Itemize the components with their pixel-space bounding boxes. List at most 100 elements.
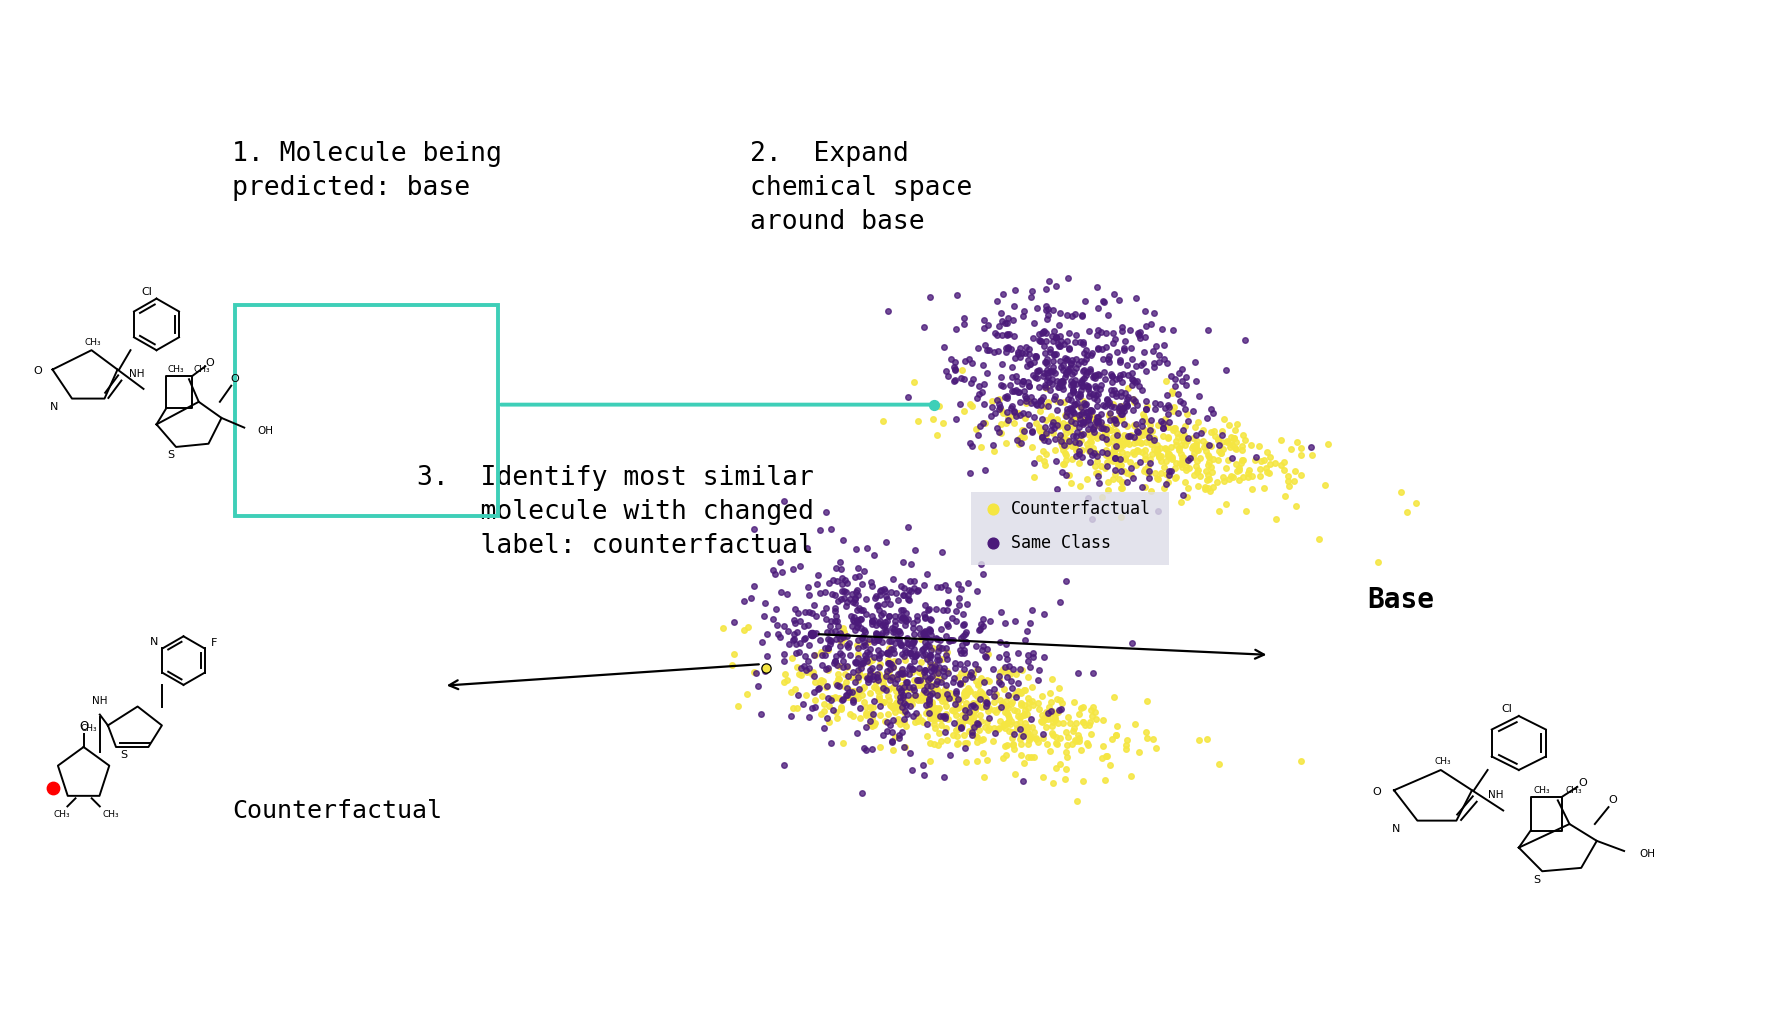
Point xyxy=(885,730,913,746)
Point xyxy=(1088,737,1117,754)
Point xyxy=(1151,476,1179,492)
Point xyxy=(721,646,749,662)
Point xyxy=(899,633,928,649)
Point xyxy=(853,540,881,556)
Point xyxy=(1170,401,1199,417)
Text: Counterfactual: Counterfactual xyxy=(232,799,442,823)
Point xyxy=(1108,366,1136,382)
Point xyxy=(944,590,972,606)
Point xyxy=(919,700,947,716)
Point xyxy=(1152,387,1181,404)
Point xyxy=(1151,400,1179,416)
Point xyxy=(1017,615,1045,632)
Point xyxy=(869,619,897,636)
Point xyxy=(1274,468,1302,484)
Point xyxy=(853,705,881,721)
Point xyxy=(1044,336,1072,352)
Point xyxy=(921,676,949,693)
Point xyxy=(1167,493,1195,510)
Point xyxy=(1076,455,1104,471)
Point xyxy=(1193,410,1222,426)
Point xyxy=(1049,374,1078,391)
Point xyxy=(1097,368,1126,384)
Point xyxy=(885,697,913,713)
Point xyxy=(835,635,863,651)
Point xyxy=(1053,737,1081,754)
Point xyxy=(988,378,1017,395)
Point xyxy=(869,694,897,710)
Point xyxy=(1104,456,1133,472)
Point xyxy=(931,647,960,663)
Point xyxy=(1074,378,1103,395)
Point xyxy=(1044,704,1072,720)
Point xyxy=(1022,369,1051,385)
Point xyxy=(1029,710,1058,726)
Point xyxy=(1013,374,1042,391)
Point xyxy=(958,355,987,371)
Point xyxy=(846,611,874,627)
Point xyxy=(949,685,978,702)
Point xyxy=(851,638,880,654)
Point xyxy=(796,625,824,642)
Point xyxy=(817,521,846,537)
Point xyxy=(1092,441,1120,458)
Point xyxy=(1088,428,1117,444)
Point xyxy=(753,626,781,643)
Point xyxy=(938,632,967,648)
Point xyxy=(856,684,885,701)
Point xyxy=(1192,437,1220,454)
Point xyxy=(933,615,962,632)
Point xyxy=(1056,387,1085,404)
Point xyxy=(863,671,892,687)
Point xyxy=(974,646,1003,662)
Point xyxy=(946,692,974,708)
Point xyxy=(1010,715,1038,731)
Text: N: N xyxy=(1392,824,1400,834)
Point xyxy=(1169,448,1197,465)
Point xyxy=(822,574,851,590)
Point xyxy=(1127,357,1156,373)
Point xyxy=(876,641,904,657)
Point xyxy=(978,436,1006,453)
Point xyxy=(1251,480,1279,496)
Point xyxy=(1086,414,1115,430)
Point xyxy=(1163,425,1192,441)
Point xyxy=(806,644,835,660)
Point xyxy=(808,605,837,621)
Point xyxy=(872,588,901,604)
Point xyxy=(865,647,894,663)
Point xyxy=(901,686,929,703)
Point xyxy=(970,649,999,665)
Point xyxy=(1167,446,1195,463)
Point xyxy=(1045,594,1074,610)
Point xyxy=(842,595,871,611)
Point xyxy=(1058,402,1086,418)
Point xyxy=(1147,465,1176,481)
Point xyxy=(1108,474,1136,490)
Point xyxy=(1065,442,1094,459)
Point xyxy=(1111,474,1140,490)
Point xyxy=(933,685,962,702)
Point xyxy=(1231,432,1260,448)
Point xyxy=(949,616,978,633)
Point xyxy=(985,424,1013,440)
Point xyxy=(792,662,821,678)
Point xyxy=(1076,363,1104,379)
Point xyxy=(924,700,953,716)
Point xyxy=(1076,384,1104,401)
Point xyxy=(1065,455,1094,471)
Point xyxy=(1090,421,1119,437)
Point xyxy=(1079,428,1108,444)
Point xyxy=(1286,754,1315,770)
Point xyxy=(931,681,960,698)
Point xyxy=(1119,470,1147,486)
Point xyxy=(1181,439,1210,456)
Point xyxy=(919,640,947,656)
Point xyxy=(921,707,949,723)
Point xyxy=(1149,420,1177,436)
Point xyxy=(903,672,931,689)
Point xyxy=(869,413,897,429)
Point xyxy=(903,607,931,623)
Point xyxy=(1003,406,1031,422)
Point xyxy=(794,579,822,595)
